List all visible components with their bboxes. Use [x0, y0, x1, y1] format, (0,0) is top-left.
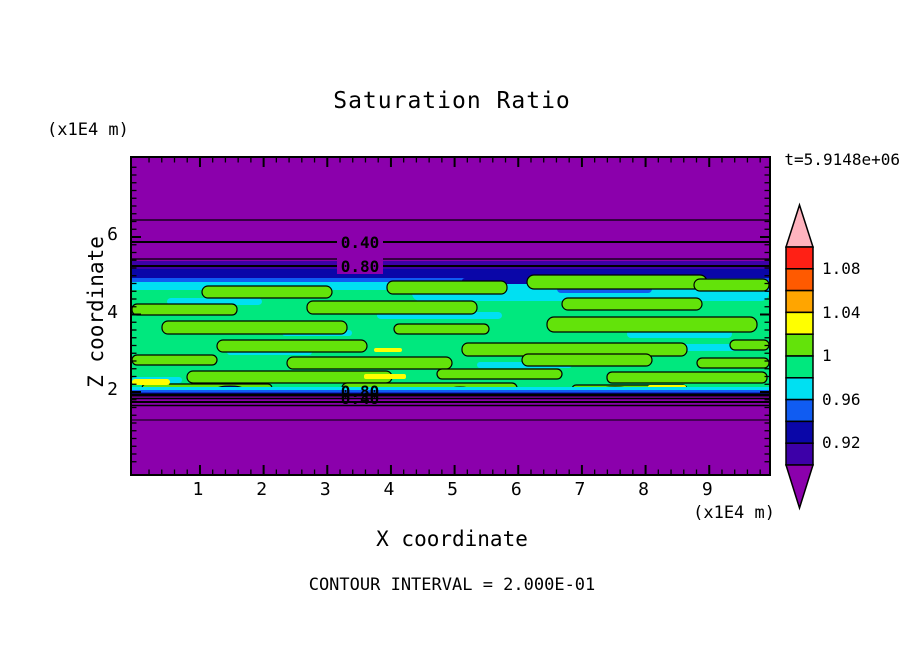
contour-fill-chartreuse [132, 304, 237, 315]
x-tick-label: 2 [249, 479, 275, 500]
contour-fill-chartreuse [527, 275, 707, 289]
time-annotation: t=5.9148e+06 [770, 150, 900, 169]
contour-fill-yellow [374, 348, 402, 352]
contour-fill-chartreuse [694, 279, 769, 291]
x-tick-label: 8 [631, 479, 657, 500]
contour-fill-chartreuse [522, 354, 652, 366]
contour-fill-chartreuse [307, 301, 477, 314]
plot-title: Saturation Ratio [0, 88, 904, 114]
figure-canvas: Saturation Ratio (x1E4 m) t=5.9148e+06 Z… [0, 0, 904, 654]
colorbar-tick-label: 0.96 [822, 390, 882, 410]
y-tick-label: 6 [88, 224, 118, 245]
colorbar-segment-blue [786, 400, 813, 422]
contour-fill-chartreuse [202, 286, 332, 298]
colorbar-segment-orange [786, 291, 813, 313]
contour-label: 0.40 [341, 389, 380, 408]
contour-fill-chartreuse [132, 355, 217, 365]
colorbar-segment-spring [786, 356, 813, 378]
x-tick-label: 1 [185, 479, 211, 500]
colorbar-tick-label: 1 [822, 346, 882, 366]
contour-fill-chartreuse [607, 372, 767, 383]
y-tick-label: 4 [88, 302, 118, 323]
contour-fill-chartreuse [562, 298, 702, 310]
contour-fill-chartreuse [437, 369, 562, 379]
colorbar-tick-label: 1.04 [822, 303, 882, 323]
x-tick-label: 3 [312, 479, 338, 500]
contour-fill-chartreuse [387, 281, 507, 294]
contour-fill-chartreuse [697, 358, 769, 368]
contour-fill-chartreuse [394, 324, 489, 334]
contour-plot: 0.400.800.800.40 [132, 158, 769, 474]
x-axis-title: X coordinate [0, 527, 904, 551]
contour-fill-chartreuse [162, 321, 347, 334]
colorbar-segment-indigo [786, 443, 813, 465]
contour-fill-blue [132, 390, 769, 393]
colorbar-segment-orangered [786, 269, 813, 291]
contour-fill-yellow [364, 374, 406, 379]
contour-fill-chartreuse [730, 340, 769, 350]
colorbar-arrow-bottom [786, 465, 813, 508]
y-tick-label: 2 [88, 379, 118, 400]
contour-fill-chartreuse [217, 340, 367, 352]
contour-fill-cyan [132, 387, 769, 390]
colorbar-segment-cyan [786, 378, 813, 400]
contour-interval-label: CONTOUR INTERVAL = 2.000E-01 [0, 575, 904, 595]
x-axis-unit-label: (x1E4 m) [650, 503, 775, 523]
x-tick-label: 4 [376, 479, 402, 500]
x-tick-label: 5 [440, 479, 466, 500]
colorbar-segment-navy [786, 421, 813, 443]
colorbar-tick-label: 0.92 [822, 433, 882, 453]
x-tick-label: 6 [503, 479, 529, 500]
plot-area: 0.400.800.800.40 [130, 156, 771, 476]
contour-fill-yellow [132, 379, 170, 385]
colorbar-segment-red [786, 247, 813, 269]
colorbar-tick-label: 1.08 [822, 259, 882, 279]
contour-fill-cyan [672, 291, 732, 298]
contour-label: 0.40 [341, 233, 380, 252]
x-tick-label: 9 [694, 479, 720, 500]
colorbar-segment-chartreuse [786, 334, 813, 356]
colorbar-segment-yellow [786, 312, 813, 334]
contour-fill-chartreuse [547, 317, 757, 332]
contour-fill-chartreuse [287, 357, 452, 369]
colorbar-arrow-top [786, 205, 813, 247]
x-tick-label: 7 [567, 479, 593, 500]
contour-label: 0.80 [341, 257, 380, 276]
y-axis-unit-label: (x1E4 m) [47, 120, 129, 140]
